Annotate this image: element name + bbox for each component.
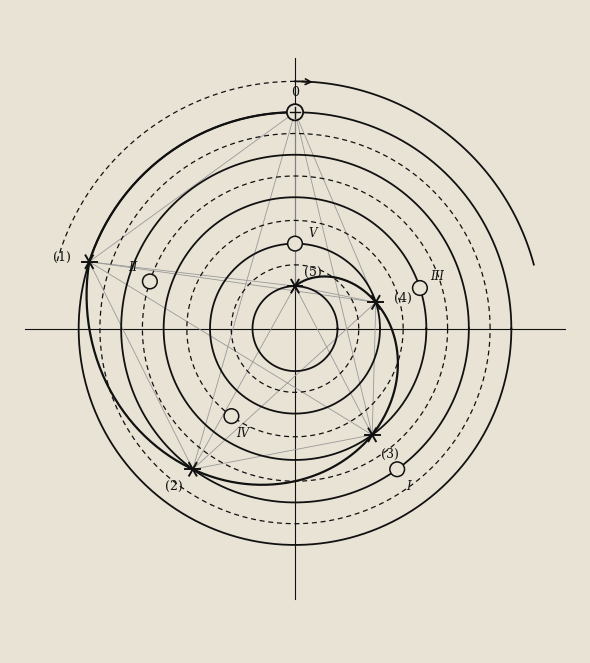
Text: V: V bbox=[308, 227, 317, 241]
Text: (3): (3) bbox=[381, 448, 398, 461]
Circle shape bbox=[412, 280, 427, 295]
Text: (1): (1) bbox=[53, 251, 71, 265]
Text: (2): (2) bbox=[165, 480, 182, 493]
Text: (5): (5) bbox=[303, 266, 322, 279]
Text: III: III bbox=[430, 270, 444, 283]
Circle shape bbox=[224, 409, 239, 424]
Circle shape bbox=[143, 274, 157, 289]
Circle shape bbox=[287, 104, 303, 121]
Circle shape bbox=[390, 462, 405, 477]
Text: (4): (4) bbox=[394, 292, 412, 305]
Text: II: II bbox=[128, 261, 137, 274]
Text: IV: IV bbox=[237, 427, 250, 440]
Text: I: I bbox=[407, 480, 411, 493]
Circle shape bbox=[288, 236, 302, 251]
Text: 0: 0 bbox=[291, 86, 299, 99]
